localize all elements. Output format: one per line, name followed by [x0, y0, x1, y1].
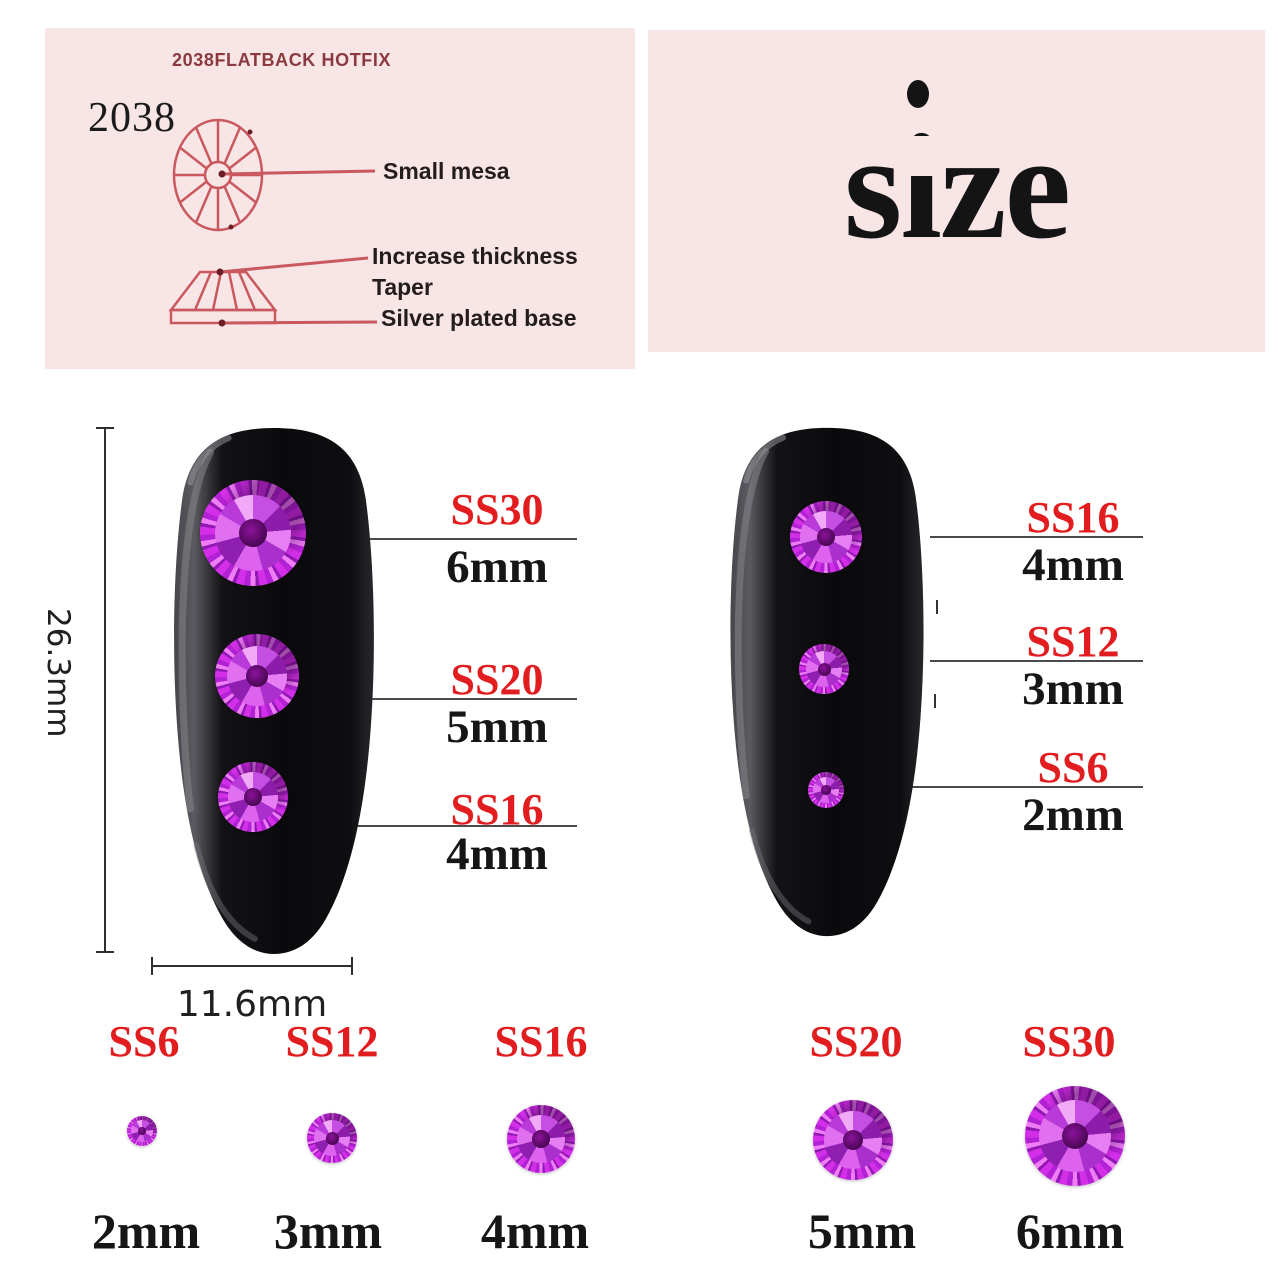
chart-code: SS12	[285, 1017, 379, 1066]
leader-line	[930, 660, 1143, 662]
rhinestone-ss16	[790, 501, 862, 573]
chart-code: SS16	[494, 1017, 588, 1066]
chart-size: 5mm	[807, 1203, 917, 1259]
leader-tick	[936, 600, 938, 614]
i-dot-cover	[898, 136, 940, 176]
rhinestone-ss6	[808, 772, 844, 808]
width-measure-tick	[151, 957, 153, 975]
height-measure-label: 26.3mm	[40, 608, 76, 738]
rhinestone-ss16	[507, 1105, 575, 1173]
width-measure-line	[152, 965, 352, 967]
stone-code: SS20	[450, 655, 544, 704]
annotation-silver-plated-base: Silver plated base	[381, 305, 577, 331]
chart-size: 4mm	[480, 1203, 590, 1259]
annotation-small-mesa: Small mesa	[383, 158, 510, 184]
leader-tick	[934, 694, 936, 708]
leader-line	[930, 536, 1143, 538]
leader-line	[343, 698, 577, 700]
spec-diagram	[168, 118, 378, 327]
stone-size: 5mm	[446, 701, 548, 753]
stone-size: 2mm	[1022, 789, 1124, 841]
chart-size: 2mm	[91, 1203, 201, 1259]
height-measure-tick	[96, 427, 114, 429]
rhinestone-ss30	[200, 480, 306, 586]
chart-code: SS30	[1022, 1017, 1116, 1066]
stone-size: 4mm	[1022, 539, 1124, 591]
size-title: size	[843, 104, 1071, 270]
rhinestone-ss30	[1025, 1086, 1125, 1186]
leader-line	[343, 538, 577, 540]
rhinestone-ss12	[799, 644, 849, 694]
annotation-increase-thickness: Increase thickness	[372, 243, 578, 269]
stone-code: SS16	[450, 785, 544, 834]
left-nail	[174, 428, 374, 954]
stone-code: SS12	[1026, 617, 1120, 666]
stone-code: SS30	[450, 485, 544, 534]
right-nail	[730, 427, 924, 937]
stone-code: SS6	[1037, 743, 1109, 792]
width-measure-label: 11.6mm	[176, 984, 328, 1025]
chart-code: SS20	[809, 1017, 903, 1066]
chart-code: SS6	[108, 1017, 180, 1066]
rhinestone-ss20	[813, 1100, 893, 1180]
width-measure-tick	[351, 957, 353, 975]
spec-panel	[45, 28, 635, 369]
chart-size: 6mm	[1015, 1203, 1125, 1259]
chart-size: 3mm	[273, 1203, 383, 1259]
stone-size: 3mm	[1022, 663, 1124, 715]
annotation-taper: Taper	[372, 274, 433, 300]
height-measure-tick	[96, 951, 114, 953]
i-dot	[907, 80, 929, 108]
stone-code: SS16	[1026, 493, 1120, 542]
rhinestone-ss12	[307, 1113, 357, 1163]
leader-line	[905, 786, 1143, 788]
leader-line	[343, 825, 577, 827]
stone-size: 4mm	[446, 828, 548, 880]
size-panel	[648, 30, 1265, 352]
height-measure-line	[104, 428, 106, 952]
stone-size: 6mm	[446, 541, 548, 593]
rhinestone-ss6	[127, 1116, 157, 1146]
spec-title: 2038FLATBACK HOTFIX	[172, 50, 392, 70]
rhinestone-ss16	[218, 762, 288, 832]
model-number: 2038	[88, 95, 176, 141]
rhinestone-ss20	[215, 634, 299, 718]
